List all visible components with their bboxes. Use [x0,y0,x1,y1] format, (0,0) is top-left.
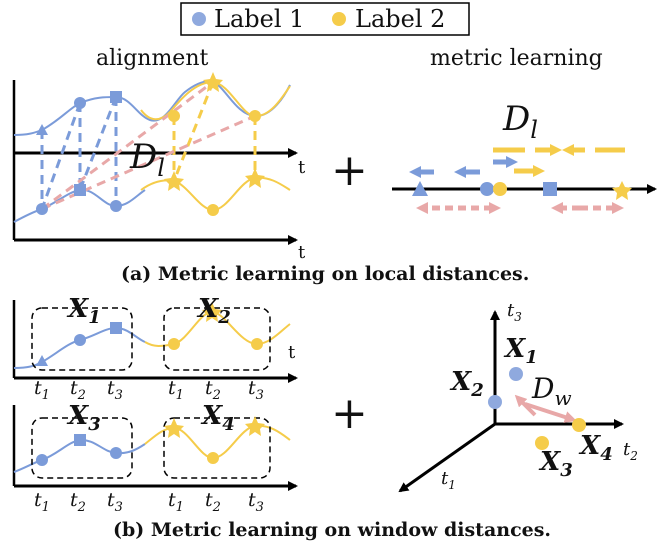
axis-t-label-bottom: t [298,242,306,263]
circle-marker [74,334,86,346]
tick-t1: t1 [168,489,184,515]
tick-t3: t3 [248,377,264,403]
caption-a: (a) Metric learning on local distances. [121,263,529,285]
plus-sign-b: + [331,388,368,439]
window-x1-box [31,307,133,371]
align-link-4 [78,96,118,191]
tick-t3: t3 [107,489,123,515]
circle-marker-yellow [249,110,261,122]
window-label-x1: X1 [66,294,101,328]
tick-t1: t1 [34,489,50,515]
tick-t3: t3 [107,377,123,403]
circle-marker-yellow [168,338,180,350]
circle-marker-yellow [493,182,507,196]
point-label-x2: X2 [449,367,484,401]
tick-t1: t1 [34,377,50,403]
circle-marker-yellow [168,110,180,122]
circle-marker [36,203,48,215]
legend-label1: Label 1 [214,5,304,33]
window-label-x3: X3 [66,401,101,435]
window-x4-box [163,417,271,479]
window-space-3d: t3 t2 t1 X1 X2 X3 X4 Dw [398,300,638,493]
metric-learning-plot: Dl [392,99,657,214]
point-label-x3: X3 [538,447,573,481]
star-marker [612,181,632,200]
star-marker [203,72,223,92]
tick-t2: t2 [70,377,86,403]
circle-marker [480,182,494,196]
point-x1 [509,367,523,381]
tick-t3: t3 [248,489,264,515]
window-x2-box [163,307,271,371]
tick-t2: t2 [205,489,221,515]
triangle-marker [36,124,48,135]
align-link-2 [40,102,82,210]
t1-label: t1 [441,468,456,492]
tick-labels-top: t1 t2 t3 t1 t2 t3 [34,377,264,403]
dl-label-metric: Dl [502,99,538,144]
legend-label2: Label 2 [355,5,445,33]
axis-t-label-b-top: t [288,342,296,363]
t2-label: t2 [623,439,638,463]
point-label-x1: X1 [503,334,538,368]
dw-arrow-out [524,402,577,423]
star-marker [164,418,184,438]
circle-marker [110,200,122,212]
label1-marker [192,12,206,26]
square-marker [74,184,86,196]
square-marker [543,182,557,196]
square-marker [110,91,122,103]
square-marker [110,322,122,334]
t1-axis [398,422,496,493]
tick-t2: t2 [205,377,221,403]
t3-label: t3 [507,300,522,324]
tick-t1: t1 [168,377,184,403]
window-plot-top: t X1 X2 t1 t2 t3 t1 t2 t3 [12,294,298,403]
circle-marker-yellow [207,204,219,216]
window-label-x2: X2 [196,294,231,328]
tick-labels-bottom: t1 t2 t3 t1 t2 t3 [34,489,264,515]
point-x4 [572,418,586,432]
panel-b: t X1 X2 t1 t2 t3 t1 t2 t3 [12,294,638,541]
star-marker [245,416,265,436]
point-x3 [535,436,549,450]
triangle-marker [36,355,48,366]
window-label-x4: X4 [200,401,235,435]
triangle-marker [412,181,428,196]
label2-marker [332,12,346,26]
circle-marker-yellow [251,338,263,350]
align-link-pink-1 [41,80,214,211]
tick-t2: t2 [70,489,86,515]
metric-learning-title: metric learning [430,46,603,71]
circle-marker [110,447,122,459]
star-marker [164,171,184,191]
point-label-x4: X4 [578,431,613,465]
dw-label: Dw [531,372,572,410]
caption-b: (b) Metric learning on window distances. [113,519,551,541]
plus-sign-a: + [331,145,368,196]
series-blue [13,326,146,369]
window-plot-bottom: X3 X4 t1 t2 t3 t1 t2 t3 [12,401,298,515]
top-series-blue [13,80,291,136]
dw-arrow-in [514,394,537,417]
square-marker [74,434,86,446]
star-marker [202,302,222,322]
circle-marker [36,454,48,466]
align-link-7 [172,81,215,182]
legend: Label 1 Label 2 [180,2,470,36]
star-marker [245,168,265,188]
legend-box [180,2,470,36]
axis-t-label-top: t [298,157,306,178]
panel-a: alignment metric learning t t [12,46,657,285]
circle-marker-yellow [207,452,219,464]
alignment-title: alignment [96,46,208,71]
dl-label-alignment: Dl [129,137,165,182]
alignment-plot: t t [12,72,306,263]
circle-marker [74,97,86,109]
point-x2 [488,395,502,409]
window-x3-box [31,417,133,479]
